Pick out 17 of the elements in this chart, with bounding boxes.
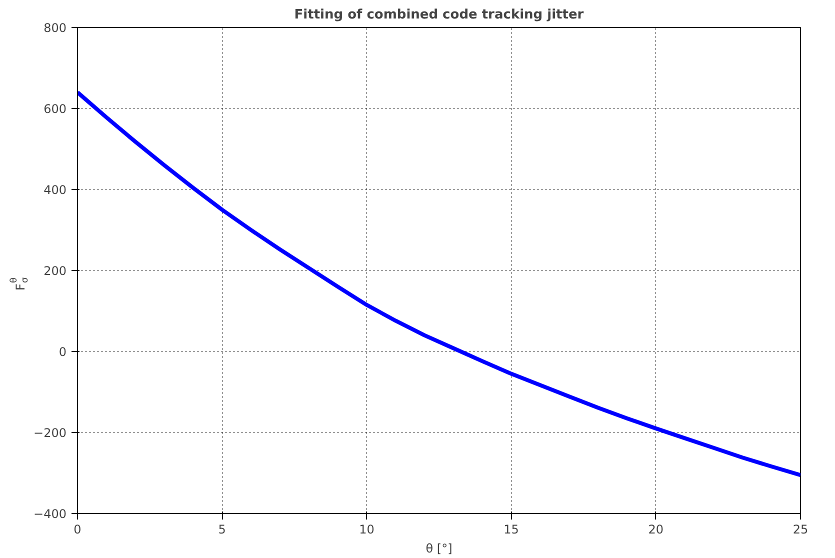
y-tick-label: −400: [34, 507, 67, 521]
chart-title: Fitting of combined code tracking jitter: [294, 8, 584, 22]
y-tick-label: 600: [44, 102, 66, 116]
x-tick-label: 0: [74, 522, 82, 536]
x-tick-label: 10: [359, 522, 374, 536]
y-tick-label: −200: [34, 426, 67, 440]
x-tick-label: 25: [792, 522, 808, 536]
y-axis-title: Fθσ: [10, 277, 30, 290]
y-tick-label: 0: [58, 345, 67, 359]
y-tick-label: 400: [44, 183, 66, 197]
x-tick-label: 5: [218, 522, 226, 536]
y-tick-label: 200: [44, 264, 66, 278]
x-tick-label: 15: [504, 522, 519, 536]
x-axis-title: θ [°]: [426, 542, 452, 556]
x-tick-label: 20: [648, 522, 664, 536]
line-series: [78, 90, 800, 478]
y-tick-label: 800: [44, 21, 66, 35]
